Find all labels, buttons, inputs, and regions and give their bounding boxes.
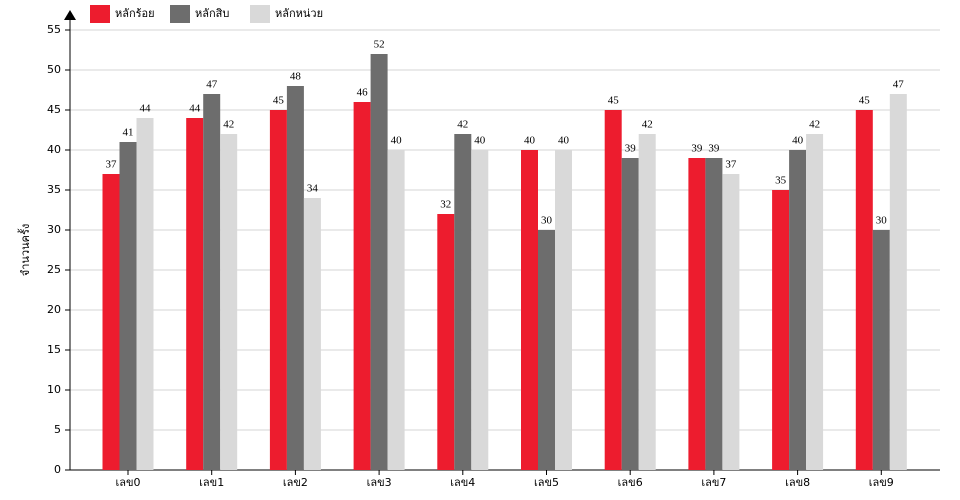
bar bbox=[102, 174, 120, 470]
value-label: 34 bbox=[307, 183, 319, 195]
bar bbox=[806, 134, 824, 470]
bar bbox=[119, 142, 137, 470]
bar bbox=[303, 198, 321, 470]
value-label: 52 bbox=[374, 39, 385, 51]
value-label: 46 bbox=[357, 87, 369, 99]
y-tick-label: 40 bbox=[47, 143, 61, 156]
x-tick-label: เลข9 bbox=[869, 476, 894, 489]
y-tick-label: 50 bbox=[47, 63, 61, 76]
legend-label: หลักร้อย bbox=[115, 7, 155, 20]
value-label: 40 bbox=[792, 135, 804, 147]
y-tick-label: 0 bbox=[54, 463, 61, 476]
y-tick-label: 15 bbox=[47, 343, 61, 356]
value-label: 39 bbox=[708, 143, 720, 155]
bar bbox=[370, 54, 388, 470]
x-tick-label: เลข0 bbox=[115, 476, 140, 489]
bar bbox=[705, 158, 723, 470]
value-label: 47 bbox=[893, 79, 905, 91]
x-tick-label: เลข6 bbox=[618, 476, 643, 489]
value-label: 42 bbox=[809, 119, 820, 131]
bar bbox=[872, 230, 890, 470]
value-label: 35 bbox=[775, 175, 787, 187]
bar bbox=[538, 230, 555, 470]
value-label: 41 bbox=[123, 127, 134, 139]
x-tick-label: เลข8 bbox=[785, 476, 810, 489]
value-label: 48 bbox=[290, 71, 302, 83]
bar bbox=[722, 174, 740, 470]
value-label: 40 bbox=[558, 135, 570, 147]
bar bbox=[555, 150, 572, 470]
x-tick-label: เลข1 bbox=[199, 476, 224, 489]
legend-swatch bbox=[90, 5, 110, 23]
value-label: 40 bbox=[524, 135, 536, 147]
bar bbox=[387, 150, 405, 470]
y-tick-label: 30 bbox=[47, 223, 61, 236]
y-axis-label: จำนวนครั้ง bbox=[17, 224, 32, 276]
value-label: 47 bbox=[206, 79, 218, 91]
bar bbox=[353, 102, 371, 470]
y-tick-label: 25 bbox=[47, 263, 61, 276]
y-tick-label: 35 bbox=[47, 183, 61, 196]
value-label: 44 bbox=[140, 103, 152, 115]
bar bbox=[203, 94, 221, 470]
value-label: 32 bbox=[440, 199, 451, 211]
bar bbox=[789, 150, 807, 470]
bar bbox=[286, 86, 304, 470]
legend-label: หลักสิบ bbox=[195, 7, 229, 20]
value-label: 37 bbox=[725, 159, 737, 171]
bar bbox=[604, 110, 622, 470]
bar bbox=[186, 118, 204, 470]
y-tick-label: 5 bbox=[54, 423, 61, 436]
x-tick-label: เลข5 bbox=[534, 476, 559, 489]
bar bbox=[638, 134, 656, 470]
value-label: 30 bbox=[541, 215, 553, 227]
y-tick-label: 55 bbox=[47, 23, 61, 36]
bar bbox=[454, 134, 472, 470]
value-label: 42 bbox=[642, 119, 653, 131]
value-label: 30 bbox=[876, 215, 888, 227]
y-tick-label: 10 bbox=[47, 383, 61, 396]
bar bbox=[521, 150, 538, 470]
legend-swatch bbox=[250, 5, 270, 23]
y-tick-label: 20 bbox=[47, 303, 61, 316]
value-label: 44 bbox=[189, 103, 201, 115]
value-label: 39 bbox=[625, 143, 637, 155]
x-tick-label: เลข7 bbox=[701, 476, 726, 489]
bar bbox=[855, 110, 873, 470]
value-label: 45 bbox=[859, 95, 871, 107]
bar bbox=[688, 158, 706, 470]
legend-label: หลักหน่วย bbox=[275, 7, 323, 20]
bar bbox=[772, 190, 790, 470]
value-label: 40 bbox=[474, 135, 486, 147]
legend-swatch bbox=[170, 5, 190, 23]
bar bbox=[136, 118, 154, 470]
x-tick-label: เลข4 bbox=[450, 476, 475, 489]
bar bbox=[471, 150, 489, 470]
value-label: 45 bbox=[273, 95, 285, 107]
bar bbox=[889, 94, 907, 470]
value-label: 39 bbox=[691, 143, 703, 155]
x-tick-label: เลข3 bbox=[367, 476, 392, 489]
value-label: 45 bbox=[608, 95, 620, 107]
value-label: 37 bbox=[106, 159, 118, 171]
bar bbox=[437, 214, 455, 470]
value-label: 40 bbox=[391, 135, 403, 147]
y-tick-label: 45 bbox=[47, 103, 61, 116]
bar bbox=[269, 110, 287, 470]
bar bbox=[220, 134, 238, 470]
bar bbox=[621, 158, 639, 470]
x-tick-label: เลข2 bbox=[283, 476, 308, 489]
value-label: 42 bbox=[223, 119, 234, 131]
value-label: 42 bbox=[457, 119, 468, 131]
